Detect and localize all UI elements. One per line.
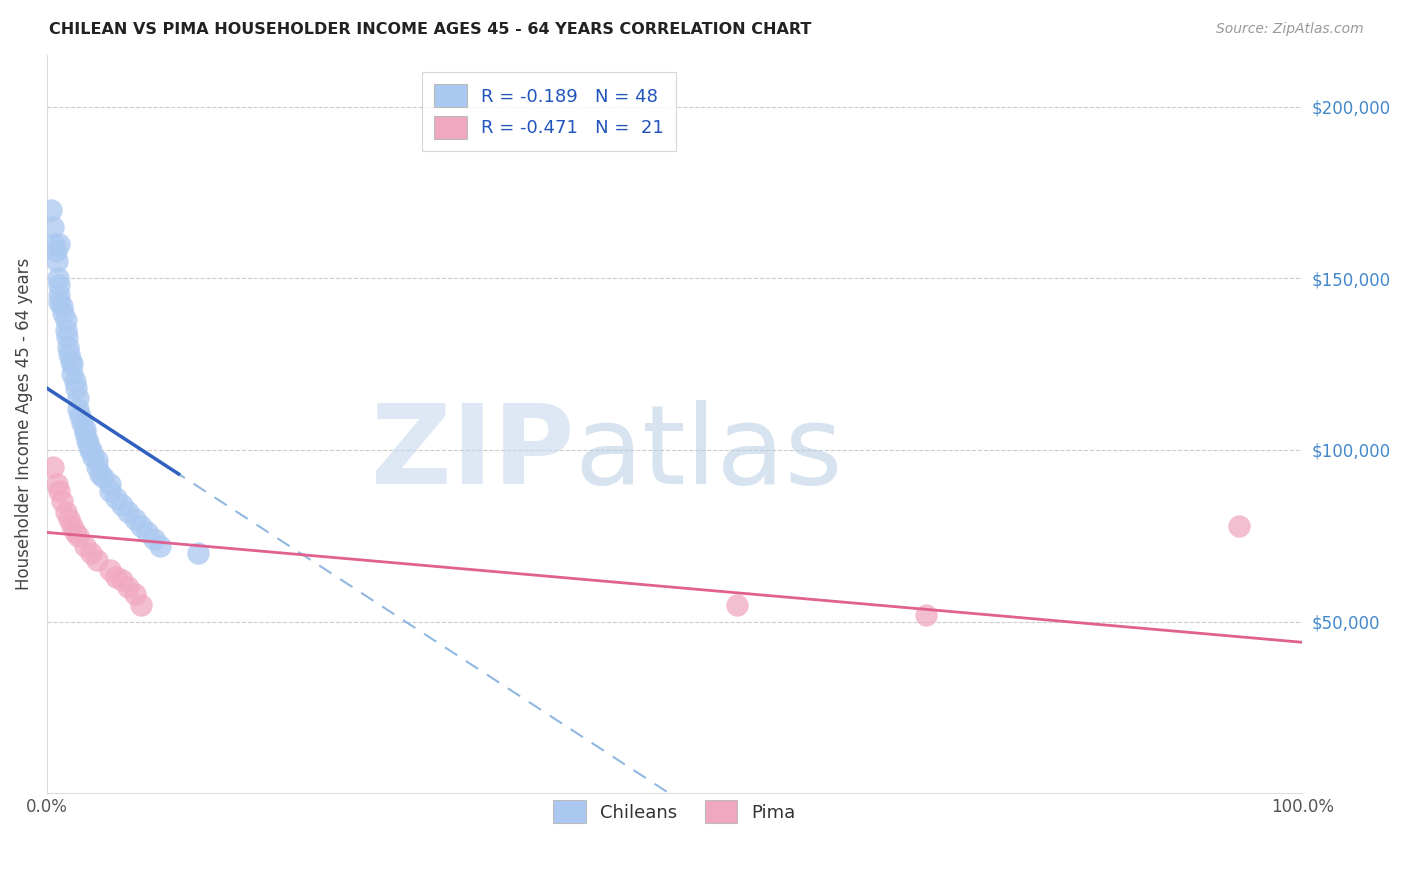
Point	[56, 329, 79, 343]
Point	[149, 539, 172, 553]
Point	[80, 442, 103, 457]
Legend: Chileans, Pima: Chileans, Pima	[541, 788, 808, 836]
Point	[42, 219, 65, 234]
Point	[914, 607, 936, 622]
Point	[129, 598, 152, 612]
Point	[60, 518, 83, 533]
Point	[46, 271, 69, 285]
Point	[51, 299, 73, 313]
Point	[63, 525, 86, 540]
Point	[76, 433, 98, 447]
Point	[104, 570, 127, 584]
Point	[77, 436, 100, 450]
Point	[129, 518, 152, 533]
Point	[117, 505, 139, 519]
Point	[60, 368, 83, 382]
Point	[73, 425, 96, 440]
Point	[117, 580, 139, 594]
Text: Source: ZipAtlas.com: Source: ZipAtlas.com	[1216, 22, 1364, 37]
Y-axis label: Householder Income Ages 45 - 64 years: Householder Income Ages 45 - 64 years	[15, 258, 32, 591]
Point	[67, 401, 90, 416]
Point	[79, 442, 101, 457]
Point	[1229, 518, 1251, 533]
Point	[48, 237, 70, 252]
Point	[86, 460, 108, 475]
Point	[58, 511, 80, 525]
Point	[59, 353, 82, 368]
Point	[142, 533, 165, 547]
Point	[73, 539, 96, 553]
Point	[45, 254, 67, 268]
Point	[124, 587, 146, 601]
Point	[55, 312, 77, 326]
Point	[55, 505, 77, 519]
Point	[82, 450, 104, 464]
Point	[98, 484, 121, 499]
Text: CHILEAN VS PIMA HOUSEHOLDER INCOME AGES 45 - 64 YEARS CORRELATION CHART: CHILEAN VS PIMA HOUSEHOLDER INCOME AGES …	[49, 22, 811, 37]
Point	[111, 574, 134, 588]
Point	[186, 546, 208, 560]
Point	[69, 409, 91, 423]
Point	[725, 598, 748, 612]
Point	[39, 202, 62, 217]
Point	[124, 511, 146, 525]
Point	[58, 340, 80, 354]
Point	[48, 288, 70, 302]
Point	[45, 244, 67, 258]
Point	[45, 477, 67, 491]
Point	[70, 416, 93, 430]
Point	[48, 484, 70, 499]
Point	[65, 381, 87, 395]
Point	[55, 323, 77, 337]
Point	[67, 392, 90, 406]
Point	[80, 546, 103, 560]
Point	[73, 422, 96, 436]
Point	[52, 306, 75, 320]
Point	[111, 498, 134, 512]
Point	[48, 278, 70, 293]
Point	[44, 237, 66, 252]
Point	[48, 295, 70, 310]
Point	[89, 467, 111, 481]
Point	[63, 374, 86, 388]
Text: atlas: atlas	[574, 401, 842, 508]
Text: ZIP: ZIP	[371, 401, 574, 508]
Point	[42, 460, 65, 475]
Point	[58, 347, 80, 361]
Point	[86, 453, 108, 467]
Point	[51, 494, 73, 508]
Point	[86, 553, 108, 567]
Point	[98, 477, 121, 491]
Point	[98, 563, 121, 577]
Point	[60, 357, 83, 371]
Point	[104, 491, 127, 505]
Point	[67, 529, 90, 543]
Point	[93, 470, 115, 484]
Point	[136, 525, 159, 540]
